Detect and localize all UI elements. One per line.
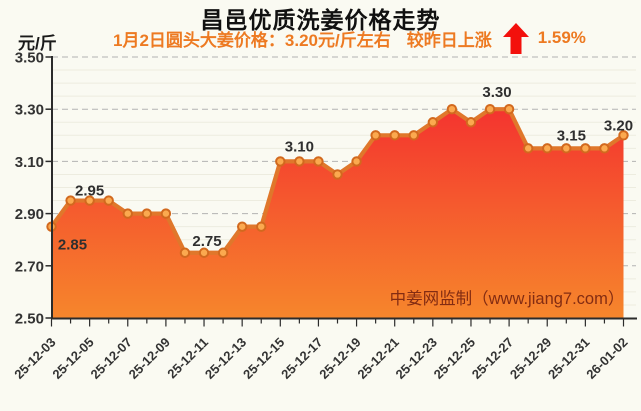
data-point-marker (389, 130, 400, 141)
data-point-marker (561, 143, 572, 154)
data-point-marker (484, 104, 496, 115)
data-point-marker (65, 195, 76, 206)
data-label: 3.30 (482, 84, 511, 101)
data-point-marker (160, 208, 172, 219)
data-label: 3.10 (285, 138, 314, 155)
y-axis-label: 3.30 (15, 102, 44, 119)
data-point-marker (522, 143, 534, 154)
y-axis-label: 2.70 (15, 258, 44, 275)
data-label: 3.15 (557, 127, 586, 144)
data-point-marker (313, 156, 324, 167)
y-axis-label: 2.90 (15, 206, 44, 223)
data-point-marker (294, 156, 305, 167)
data-point-marker (179, 247, 191, 258)
data-point-marker (599, 143, 610, 154)
data-point-marker (332, 169, 343, 180)
chart-subtitle: 1月2日圆头大姜价格：3.20元/斤左右 较昨日上涨 1.59% (113, 20, 586, 56)
y-axis-label: 3.10 (15, 154, 44, 171)
x-axis-label: 26-01-02 (583, 335, 630, 382)
data-point-marker (236, 221, 248, 232)
data-point-marker (275, 156, 286, 167)
y-axis-unit-label: 元/斤 (18, 34, 57, 53)
data-point-marker (446, 104, 458, 115)
y-axis-label: 3.50 (15, 50, 44, 67)
data-point-marker (256, 221, 267, 232)
data-point-marker (103, 195, 114, 206)
data-point-marker (542, 143, 553, 154)
data-label: 2.85 (58, 237, 87, 254)
data-point-marker (427, 117, 439, 128)
data-point-marker (503, 104, 515, 115)
data-point-marker (141, 208, 153, 219)
data-point-marker (465, 117, 477, 128)
data-point-marker (408, 130, 419, 141)
subtitle-change-pct: 1.59% (537, 28, 586, 47)
data-label: 3.20 (604, 117, 633, 134)
data-point-marker (351, 156, 362, 167)
x-axis-label: 25-12-09 (126, 335, 173, 382)
data-point-marker (198, 247, 210, 258)
data-point-marker (122, 208, 133, 219)
chart-title: 昌邑优质洗姜价格走势 (200, 7, 441, 33)
subtitle-price-text: 1月2日圆头大姜价格：3.20元/斤左右 (113, 30, 391, 50)
data-label: 2.75 (192, 233, 221, 250)
y-axis-label: 2.50 (15, 311, 44, 328)
data-point-marker (370, 130, 381, 141)
data-label: 2.95 (75, 183, 104, 200)
data-point-marker (580, 143, 591, 154)
data-point-marker (84, 195, 95, 206)
data-point-marker (618, 130, 629, 141)
subtitle-change-text: 较昨日上涨 (406, 30, 492, 50)
watermark-text: 中姜网监制（www.jiang7.com） (390, 289, 625, 308)
data-point-marker (217, 247, 229, 258)
price-area-fill (51, 109, 624, 318)
up-arrow-icon (502, 22, 529, 54)
